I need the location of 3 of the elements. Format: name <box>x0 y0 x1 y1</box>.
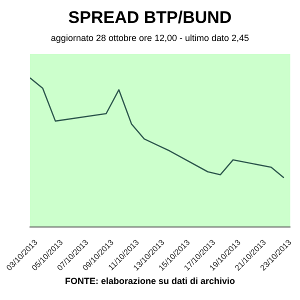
chart-subtitle: aggiornato 28 ottobre ore 12,00 - ultimo dato 2,45 <box>50 33 250 43</box>
chart-title: SPREAD BTP/BUND <box>67 8 233 28</box>
source-note: FONTE: elaborazione su dati di archivio <box>64 276 236 286</box>
